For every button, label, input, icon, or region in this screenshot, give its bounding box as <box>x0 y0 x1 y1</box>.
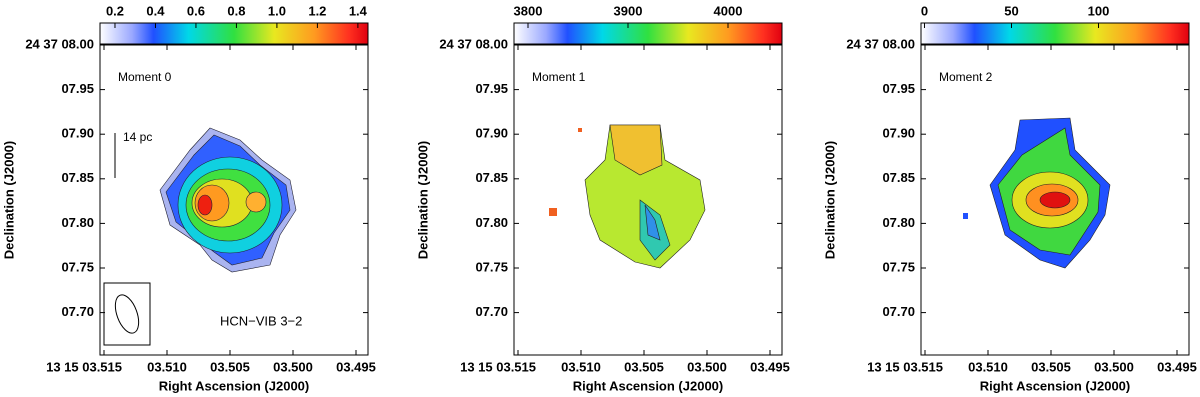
y-tick-label: 07.70 <box>61 304 94 319</box>
x-tick-label: 13 15 03.515 <box>867 359 943 374</box>
x-tick-label: 03.500 <box>273 359 313 374</box>
moment1-map <box>549 124 706 269</box>
y-tick-label: 07.90 <box>61 126 94 141</box>
y-tick-label: 24 37 08.00 <box>439 36 508 51</box>
panel: 0 50 100 24 37 08.00 07.95 07.90 07.85 07.80 07.… <box>822 3 1196 393</box>
plot-frame <box>99 44 369 356</box>
x-tick-label: 03.510 <box>561 359 601 374</box>
y-axis-label: Declination (J2000) <box>415 141 430 260</box>
x-axis-label: Right Ascension (J2000) <box>980 378 1131 393</box>
colorbar <box>920 22 1190 45</box>
x-tick-label: 03.500 <box>1094 359 1134 374</box>
y-tick-label: 24 37 08.00 <box>25 36 94 51</box>
colorbar-tick-label: 1.2 <box>308 3 326 18</box>
y-tick-label: 07.80 <box>61 215 94 230</box>
line-label: HCN−VIB 3−2 <box>220 313 302 328</box>
colorbar-tick-label: 0.8 <box>227 3 245 18</box>
y-tick-label: 07.95 <box>475 81 508 96</box>
colorbar-tick-label: 4000 <box>714 3 743 18</box>
y-tick-label: 07.75 <box>475 259 508 274</box>
y-axis-label: Declination (J2000) <box>822 141 837 260</box>
y-tick-label: 07.75 <box>61 259 94 274</box>
y-tick-label: 07.80 <box>475 215 508 230</box>
y-tick-label: 07.85 <box>882 170 915 185</box>
moment2-map <box>963 117 1111 269</box>
x-tick-label: 13 15 03.515 <box>460 359 536 374</box>
y-tick-label: 07.95 <box>882 81 915 96</box>
colorbar-tick-label: 1.0 <box>268 3 286 18</box>
colorbar-tick-label: 100 <box>1088 3 1110 18</box>
colorbar-tick-label: 1.4 <box>349 3 368 18</box>
colorbar-tick-label: 0.4 <box>146 3 165 18</box>
colorbar-tick-label: 3900 <box>614 3 643 18</box>
colorbar-tick-label: 0.6 <box>187 3 205 18</box>
x-tick-label: 13 15 03.515 <box>46 359 122 374</box>
x-tick-label: 03.510 <box>968 359 1008 374</box>
y-tick-label: 07.70 <box>882 304 915 319</box>
scale-bar-label: 14 pc <box>123 130 152 144</box>
panel: 0.2 0.4 0.6 0.8 1.0 1.2 1.4 24 37 08.00 07.95 07.… <box>1 3 375 393</box>
x-axis-label: Right Ascension (J2000) <box>573 378 724 393</box>
x-tick-label: 03.510 <box>147 359 187 374</box>
x-tick-label: 03.505 <box>210 359 250 374</box>
beam-box <box>103 282 151 346</box>
y-tick-label: 07.70 <box>475 304 508 319</box>
x-tick-label: 03.500 <box>687 359 727 374</box>
y-tick-label: 07.90 <box>475 126 508 141</box>
map-label: Moment 1 <box>532 70 586 84</box>
beam <box>114 294 140 334</box>
x-tick-label: 03.495 <box>1157 359 1197 374</box>
plot-frame <box>920 44 1190 356</box>
colorbar-tick-label: 0.2 <box>106 3 124 18</box>
moment0-map <box>159 127 297 273</box>
colorbar <box>99 22 369 45</box>
plot-frame <box>513 44 783 356</box>
y-tick-label: 07.75 <box>882 259 915 274</box>
y-tick-label: 07.95 <box>61 81 94 96</box>
x-tick-label: 03.495 <box>750 359 790 374</box>
x-axis-label: Right Ascension (J2000) <box>159 378 310 393</box>
x-tick-label: 03.495 <box>336 359 376 374</box>
y-tick-label: 24 37 08.00 <box>846 36 915 51</box>
y-axis-label: Declination (J2000) <box>1 141 16 260</box>
y-tick-label: 07.80 <box>882 215 915 230</box>
x-tick-label: 03.505 <box>624 359 664 374</box>
map-label: Moment 2 <box>939 70 993 84</box>
y-tick-label: 07.90 <box>882 126 915 141</box>
panel: 3800 3900 4000 24 37 08.00 07.95 07.90 07.85 07… <box>415 3 789 393</box>
y-tick-label: 07.85 <box>475 170 508 185</box>
colorbar-tick-label: 0 <box>921 3 928 18</box>
y-tick-label: 07.85 <box>61 170 94 185</box>
x-tick-label: 03.505 <box>1031 359 1071 374</box>
colorbar-tick-label: 50 <box>1004 3 1018 18</box>
map-label: Moment 0 <box>118 70 172 84</box>
colorbar-tick-label: 3800 <box>514 3 543 18</box>
colorbar <box>513 22 783 45</box>
